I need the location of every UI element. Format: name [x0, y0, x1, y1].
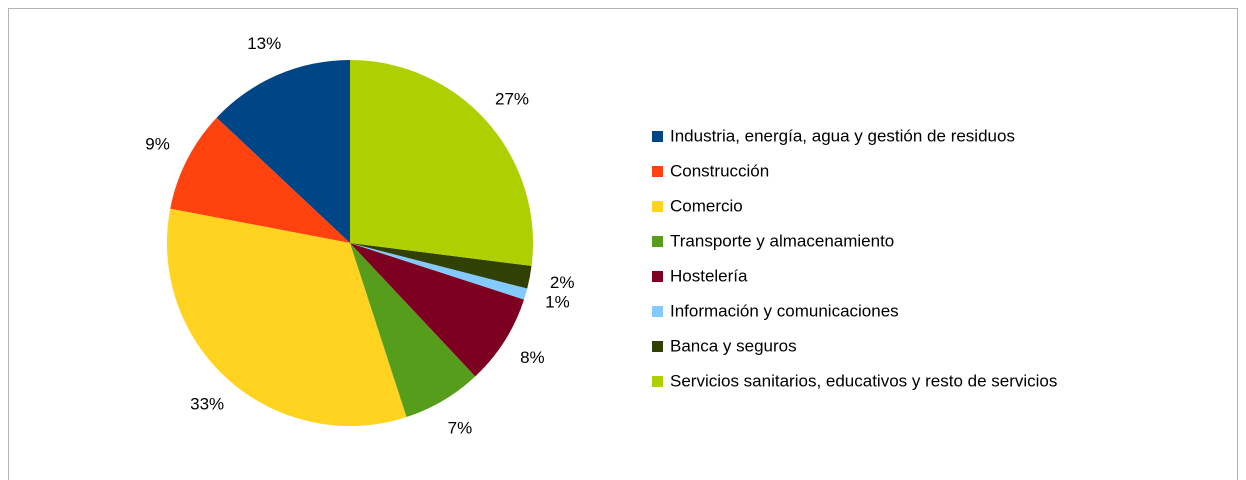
pie-slice — [216, 60, 350, 243]
pie-slice — [167, 208, 407, 426]
chart-frame — [8, 8, 1238, 480]
pie-slice — [350, 243, 532, 289]
legend-label: Construcción — [670, 161, 769, 180]
legend-swatch — [652, 131, 663, 142]
pie-slice — [350, 60, 534, 266]
pie-slice — [350, 243, 525, 377]
data-label: 8% — [520, 348, 545, 367]
data-label: 9% — [145, 134, 170, 153]
data-label: 13% — [247, 34, 281, 53]
data-label: 2% — [550, 273, 575, 292]
legend-label: Transporte y almacenamiento — [670, 231, 894, 250]
legend-label: Hostelería — [670, 266, 748, 285]
legend-swatch — [652, 201, 663, 212]
legend-label: Industria, energía, agua y gestión de re… — [670, 126, 1015, 145]
data-label: 1% — [545, 293, 570, 312]
legend-swatch — [652, 306, 663, 317]
pie-slice — [350, 243, 476, 418]
legend-label: Información y comunicaciones — [670, 301, 899, 320]
pie-slice — [170, 117, 350, 243]
legend-swatch — [652, 236, 663, 247]
legend-swatch — [652, 376, 663, 387]
legend-label: Servicios sanitarios, educativos y resto… — [670, 371, 1057, 390]
pie-slice — [350, 243, 528, 300]
legend-label: Comercio — [670, 196, 743, 215]
legend-swatch — [652, 271, 663, 282]
data-label: 7% — [448, 418, 473, 437]
legend-swatch — [652, 341, 663, 352]
legend-swatch — [652, 166, 663, 177]
data-label: 27% — [495, 90, 529, 109]
legend-label: Banca y seguros — [670, 336, 797, 355]
data-label: 33% — [190, 395, 224, 414]
